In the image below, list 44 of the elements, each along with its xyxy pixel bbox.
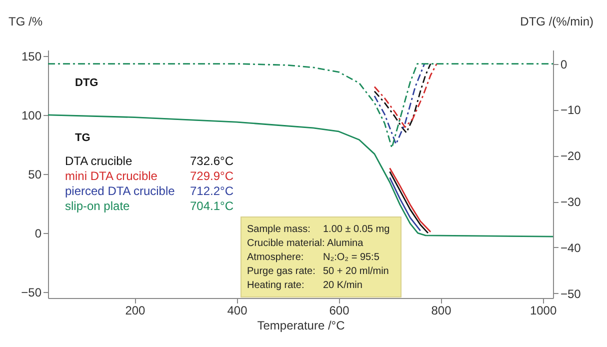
y-axis-title: TG /% xyxy=(8,14,43,28)
line-series xyxy=(47,63,554,149)
annotation: Purge gas rate: xyxy=(247,266,316,277)
x-axis-title: Temperature /°C xyxy=(257,318,346,332)
x-tick-label: 800 xyxy=(431,304,452,318)
y2-tick-label: 0 xyxy=(560,57,568,72)
y-tick-label: 150 xyxy=(21,49,42,64)
line-series xyxy=(389,176,422,232)
y-tick-label: −50 xyxy=(21,286,42,300)
text: slip-on plate xyxy=(65,199,130,213)
y2-tick-label: −10 xyxy=(560,103,582,118)
annotation: 50 + 20 ml/min xyxy=(323,266,389,277)
y2-tick-label: −50 xyxy=(560,286,582,301)
y-tick-label: 0 xyxy=(34,226,42,241)
x-tick-label: 600 xyxy=(329,304,350,318)
x-tick-label: 1000 xyxy=(530,304,557,318)
annotation: Crucible material: Alumina xyxy=(247,238,364,249)
x-tick-label: 400 xyxy=(227,304,248,318)
y-tick-label: 50 xyxy=(28,168,42,182)
y2-tick-label: −20 xyxy=(560,149,582,164)
line-series xyxy=(47,114,554,238)
text: pierced DTA crucible xyxy=(65,184,176,198)
annotation: TG xyxy=(75,132,90,144)
line-series xyxy=(374,63,438,128)
text: DTA crucible xyxy=(65,154,132,168)
text: mini DTA crucible xyxy=(65,169,158,183)
line-series xyxy=(374,63,432,134)
annotation: Heating rate: xyxy=(247,280,304,291)
annotation: 1.00 ± 0.05 mg xyxy=(323,224,390,235)
annotation: DTG xyxy=(75,77,98,89)
annotation: Sample mass: xyxy=(247,224,310,235)
annotation: N₂:O₂ = 95:5 xyxy=(323,252,380,263)
y-tick-label: 100 xyxy=(21,108,42,122)
annotation: 729.9°C xyxy=(190,169,234,183)
annotation: 20 K/min xyxy=(323,280,362,291)
y2-tick-label: −40 xyxy=(560,240,582,255)
annotation: Atmosphere: xyxy=(247,252,304,263)
y2-tick-label: −30 xyxy=(560,195,582,210)
x-tick-label: 200 xyxy=(125,304,146,318)
y2-axis-title: DTG /(%/min) xyxy=(520,14,594,28)
annotation: 704.1°C xyxy=(190,199,234,213)
annotation: 732.6°C xyxy=(190,154,234,168)
line-series xyxy=(374,63,426,145)
annotation: 712.2°C xyxy=(190,184,234,198)
